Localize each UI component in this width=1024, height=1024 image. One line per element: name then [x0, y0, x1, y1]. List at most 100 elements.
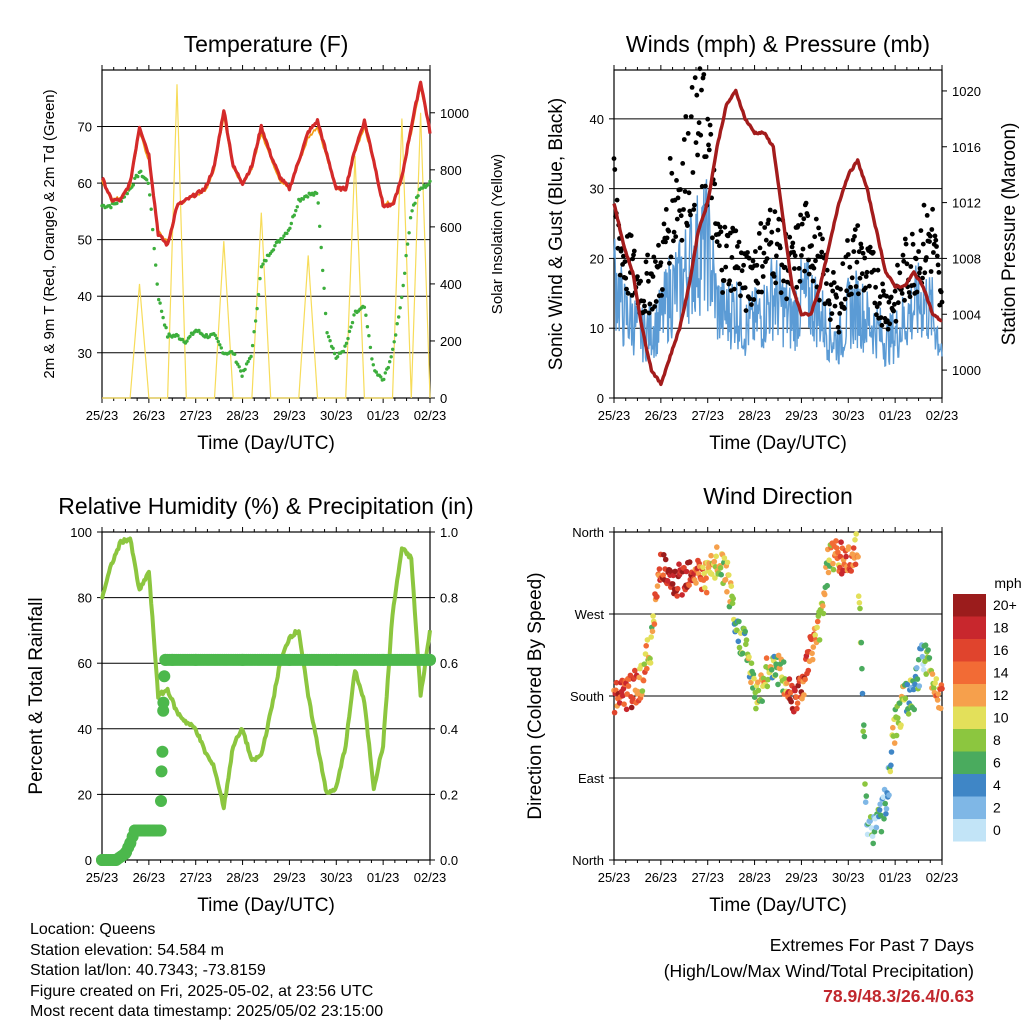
series-gust-point: [745, 250, 750, 255]
direction-point: [728, 583, 735, 589]
direction-point: [729, 600, 736, 607]
series-dewpoint-point: [344, 341, 349, 345]
series-gust-point: [679, 237, 685, 243]
series-dewpoint-point: [426, 182, 431, 187]
series-gust-point: [910, 241, 916, 247]
series-dewpoint-point: [328, 339, 332, 343]
x-tick-label: 28/23: [226, 408, 259, 423]
series-gust-point: [646, 278, 651, 284]
legend-swatch: [953, 751, 986, 774]
legend-swatch: [953, 594, 986, 617]
series-gust-point: [848, 284, 853, 290]
series-gust-point: [737, 281, 743, 287]
chart-1: 25/23 26/23 27/23 28/23 29/23 30/23 01/23 02/23…: [41, 31, 506, 454]
series-gust-point: [832, 303, 838, 309]
direction-point: [656, 566, 663, 572]
y-axis-label: Direction (Colored By Speed): [525, 572, 546, 819]
series-dewpoint-point: [388, 360, 392, 364]
series-dewpoint-point: [180, 337, 185, 342]
direction-point: [686, 582, 692, 588]
direction-point: [835, 549, 841, 556]
series-gust-point: [698, 132, 704, 138]
legend-swatch: [953, 819, 986, 842]
series-gust-point: [680, 161, 686, 166]
direction-point: [923, 671, 929, 677]
direction-point: [890, 724, 896, 731]
chart-title: Wind Direction: [703, 483, 853, 509]
series-dewpoint-point: [261, 262, 265, 266]
direction-point: [641, 661, 648, 667]
legend-label: 10: [993, 710, 1009, 726]
series-gust-point: [722, 224, 728, 230]
series-gust-point: [851, 249, 857, 255]
series-gust-point: [666, 228, 672, 234]
series-gust-point: [668, 254, 674, 260]
series-gust-point: [663, 239, 668, 245]
series-gust-point: [768, 240, 774, 245]
series-gust-point: [899, 291, 905, 296]
series-gust-point: [717, 243, 722, 249]
direction-point: [788, 698, 794, 705]
series-gust-point: [707, 122, 713, 128]
series-gust-point: [625, 290, 631, 296]
y-right-tick-label: 600: [440, 220, 462, 235]
series-gust-point: [806, 271, 812, 277]
series-gust-point: [663, 207, 669, 212]
series-dewpoint-point: [343, 344, 347, 348]
series-gust-point: [888, 294, 894, 300]
series-dewpoint-point: [312, 193, 316, 197]
direction-point: [932, 680, 938, 686]
series-gust-point: [837, 311, 843, 316]
series-precipitation-point: [283, 653, 296, 666]
series-gust-point: [836, 329, 842, 335]
chart-title: Relative Humidity (%) & Precipitation (i…: [58, 493, 473, 519]
series-gust-point: [771, 274, 777, 279]
series-dewpoint-point: [332, 351, 337, 356]
series-gust-point: [850, 237, 856, 243]
series-gust-point: [842, 306, 847, 311]
direction-point: [748, 679, 754, 686]
direction-point: [937, 705, 944, 712]
series-gust-point: [693, 140, 699, 146]
direction-point: [718, 571, 724, 578]
direction-point: [864, 831, 871, 838]
series-gust-point: [739, 268, 745, 274]
series-gust-point: [824, 281, 829, 286]
series-gust-point: [827, 317, 833, 322]
y-right-tick-label: 0.8: [440, 591, 458, 606]
y-right-tick-label: 1000: [440, 106, 469, 121]
direction-point: [912, 681, 918, 688]
series-precipitation-point: [330, 653, 343, 666]
series-dewpoint-point: [371, 363, 375, 367]
series-gust-point: [870, 249, 876, 255]
series-dewpoint-point: [295, 205, 299, 209]
x-tick-label: 27/23: [691, 870, 724, 885]
series-precipitation-point: [96, 854, 108, 866]
series-dewpoint-point: [165, 335, 170, 339]
series-gust-point: [859, 271, 865, 277]
direction-point: [703, 575, 709, 581]
series-gust-point: [798, 212, 803, 218]
series-gust-point: [800, 246, 806, 252]
direction-point: [931, 685, 937, 691]
series-gust-point: [892, 288, 898, 294]
x-tick-label: 26/23: [133, 408, 166, 423]
series-precipitation-point: [377, 653, 390, 666]
direction-point: [881, 816, 887, 822]
series-gust-point: [631, 252, 636, 258]
series-gust-point: [840, 261, 846, 267]
series-gust-point: [718, 229, 724, 235]
series-gust-point: [683, 114, 689, 119]
x-tick-label: 29/23: [273, 870, 306, 885]
series-gust-point: [705, 116, 711, 122]
x-tick-label: 01/23: [879, 408, 912, 423]
series-gust-point: [900, 252, 906, 258]
series-gust-point: [805, 213, 811, 219]
direction-point: [674, 585, 681, 592]
direction-point: [786, 676, 793, 682]
series-gust-point: [933, 237, 939, 243]
series-dewpoint-point: [316, 201, 320, 205]
direction-point: [922, 642, 929, 648]
direction-point: [877, 801, 883, 807]
